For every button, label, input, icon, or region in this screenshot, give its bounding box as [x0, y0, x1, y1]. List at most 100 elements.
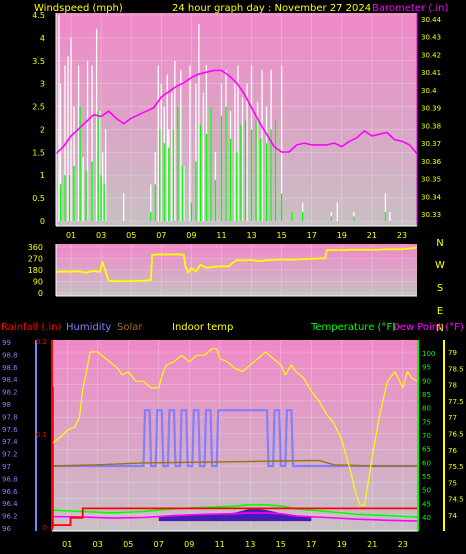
- direction-grid: [56, 244, 417, 296]
- temperature-right-y-tick: 74.5: [448, 496, 464, 504]
- temperature-right-y-tick: 74: [448, 512, 457, 520]
- humidity-y-tick: 97.8: [2, 413, 18, 421]
- wind-x-tick: 13: [246, 231, 256, 240]
- indoor-temp-line: [52, 348, 418, 506]
- compass-label: N: [436, 238, 443, 249]
- rain-y-tick: 0.1: [36, 431, 47, 439]
- direction-series: [56, 246, 417, 283]
- direction-plot-area: [56, 244, 417, 296]
- temperature-inner-y-tick: 40: [422, 514, 431, 522]
- barometer-title: Barometer (.in): [372, 3, 448, 14]
- compass-label: S: [437, 283, 443, 294]
- temperature-inner-y-tick: 55: [422, 473, 431, 481]
- humidity-y-tick: 97.6: [2, 426, 18, 434]
- barometer-y-tick: 30.42: [421, 51, 441, 59]
- barometer-y-tick: 30.36: [421, 158, 442, 166]
- temperature-right-y-tick: 77: [448, 414, 457, 422]
- temperature-x-tick: 07: [154, 540, 164, 549]
- humidity-y-tick: 96: [2, 525, 11, 533]
- barometer-y-tick: 30.44: [421, 16, 442, 24]
- wind-x-tick: 23: [397, 231, 407, 240]
- humidity-y-tick: 97: [2, 463, 11, 471]
- wind-series: [58, 15, 391, 221]
- temperature-inner-y-tick: 100: [422, 350, 435, 358]
- temperature-right-y-tick: 76: [448, 447, 457, 455]
- direction-y-tick: 0: [38, 289, 43, 298]
- humidity-y-tick: 98.4: [2, 376, 18, 384]
- temperature-panel: 99 98.8 98.6 98.4 98.2 98 97.8 97.6 97.4 97.2 97 96…: [2, 338, 464, 549]
- humidity-y-tick: 99: [2, 339, 11, 347]
- temperature-x-tick: 15: [276, 540, 286, 549]
- wind-direction-line: [56, 246, 417, 283]
- temperature-right-y-ticks: 79 78.5 78 77.5 77 76.5 76 75.5 75 74.5 74: [448, 349, 464, 520]
- direction-y-tick: 270: [28, 255, 43, 264]
- wind-y-tick: 0.5: [32, 194, 45, 203]
- temperature-right-y-tick: 78: [448, 382, 457, 390]
- wind-y-tick: 2.5: [32, 103, 45, 112]
- humidity-y-tick: 96.8: [2, 475, 18, 483]
- wind-x-tick: 07: [156, 231, 166, 240]
- wind-x-tick: 03: [96, 231, 106, 240]
- direction-y-tick: 360: [28, 243, 43, 252]
- wind-x-ticks: 01 03 05 07 09 11 13 15 17 19 21 23: [66, 231, 407, 240]
- temperature-right-y-tick: 79: [448, 349, 457, 357]
- wind-x-tick: 17: [307, 231, 317, 240]
- rain-y-tick: 0.2: [36, 338, 47, 346]
- barometer-y-tick: 30.39: [421, 105, 441, 113]
- temperature-x-tick: 11: [215, 540, 225, 549]
- humidity-y-tick: 96.2: [2, 513, 18, 521]
- temperature-inner-y-tick: 75: [422, 418, 431, 426]
- direction-y-tick: 90: [33, 278, 43, 287]
- temperature-x-tick: 09: [184, 540, 194, 549]
- solar-fill-area: [158, 508, 312, 522]
- temperature-series: [52, 348, 418, 528]
- humidity-y-tick: 98: [2, 401, 11, 409]
- temperature-inner-y-ticks: 100 95 90 85 80 75 70 65 60 55 50 45 40: [422, 350, 435, 522]
- temperature-right-y-tick: 78.5: [448, 365, 464, 373]
- barometer-series: [56, 69, 417, 155]
- legend-humidity: Humidity: [66, 322, 111, 333]
- wind-y-tick: 3.5: [32, 57, 45, 66]
- barometer-y-ticks: 30.3330.3430.3530.3630.3730.3830.3930.43…: [421, 16, 442, 219]
- barometer-line: [56, 69, 417, 155]
- wind-y-tick: 4: [40, 34, 45, 43]
- humidity-y-tick: 98.8: [2, 351, 18, 359]
- barometer-y-tick: 30.4: [421, 87, 437, 95]
- wind-y-tick: 1: [40, 171, 45, 180]
- barometer-y-tick: 30.35: [421, 176, 441, 184]
- temperature-inner-y-tick: 60: [422, 459, 431, 467]
- barometer-y-tick: 30.43: [421, 34, 441, 42]
- legend-dew-point: Dew Point (°F): [392, 322, 464, 333]
- compass-label: N: [436, 323, 443, 334]
- barometer-y-tick: 30.41: [421, 69, 441, 77]
- temperature-x-tick: 05: [123, 540, 133, 549]
- temperature-inner-y-tick: 85: [422, 391, 431, 399]
- temperature-inner-y-tick: 70: [422, 432, 431, 440]
- humidity-y-tick: 96.4: [2, 500, 18, 508]
- temperature-right-y-tick: 75: [448, 479, 457, 487]
- temperature-x-tick: 17: [306, 540, 316, 549]
- wind-y-ticks: 0 0.5 1 1.5 2 2.5 3 3.5 4 4.5: [32, 11, 45, 226]
- humidity-y-tick: 97.4: [2, 438, 18, 446]
- temperature-x-tick: 21: [367, 540, 377, 549]
- bottom-legend: Rainfall (.in) Humidity Solar Indoor tem…: [1, 322, 464, 333]
- wind-x-tick: 05: [126, 231, 136, 240]
- temperature-x-tick: 23: [398, 540, 408, 549]
- barometer-y-tick: 30.34: [421, 193, 442, 201]
- wind-x-tick: 21: [367, 231, 377, 240]
- temperature-x-tick: 13: [245, 540, 255, 549]
- humidity-line: [52, 409, 418, 468]
- direction-y-ticks: 0 90 180 270 360: [28, 243, 43, 298]
- direction-y-tick: 180: [28, 266, 43, 275]
- temperature-right-y-tick: 77.5: [448, 398, 464, 406]
- wind-y-tick: 0: [40, 217, 45, 226]
- compass-label: W: [435, 260, 445, 271]
- wind-x-tick: 19: [337, 231, 347, 240]
- humidity-y-tick: 96.6: [2, 488, 18, 496]
- temperature-inner-y-tick: 45: [422, 500, 431, 508]
- rain-y-ticks: 0.2 0.1 0: [36, 338, 47, 532]
- legend-indoor-temp: Indoor temp: [172, 322, 233, 333]
